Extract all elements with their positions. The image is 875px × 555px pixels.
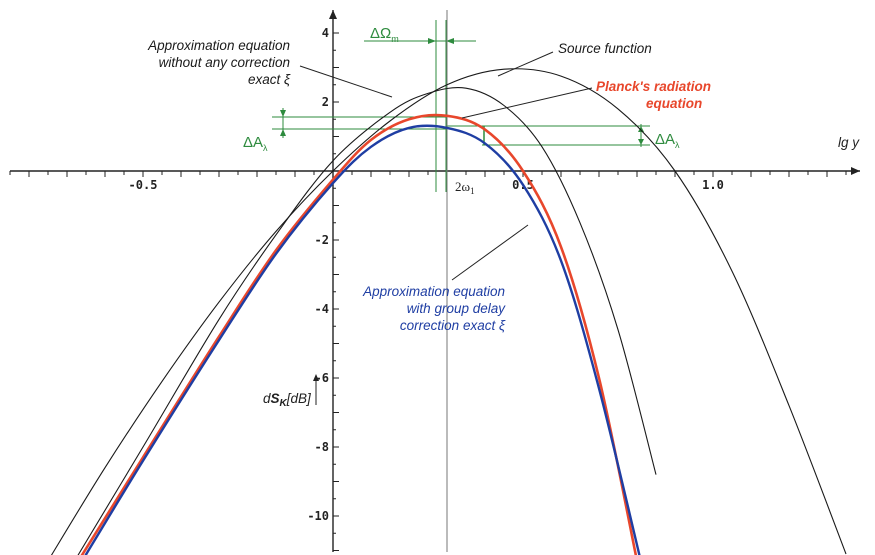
x-tick-label: -0.5 (129, 178, 158, 192)
approx-group-delay-curve (84, 124, 641, 555)
delta-a-left-arrow-top (280, 110, 286, 117)
omega-marker-label: 2ω1 (455, 179, 475, 196)
axis-ticks: -0.5 0.5 1.042-2-4-6-8-10 (9, 26, 847, 551)
delta-a-left-label: ΔAλ (243, 134, 268, 153)
svg-text:ΔAλ: ΔAλ (655, 131, 680, 150)
y-tick-label: -2 (315, 233, 329, 247)
y-tick-label: -4 (315, 302, 329, 316)
x-axis-label: lg y (838, 135, 860, 150)
delta-a-right-label: ΔAλ (655, 131, 680, 150)
svg-text:ΔΩm: ΔΩm (370, 25, 399, 44)
svg-text:ΔAλ: ΔAλ (243, 134, 268, 153)
source-function-curve (50, 68, 847, 555)
delta-a-right-arrow-top (638, 126, 644, 132)
annotation-leaders (299, 51, 593, 281)
axes (10, 10, 860, 552)
delta-a-left-arrow-bottom (280, 129, 286, 136)
delta-omega-label: ΔΩm (370, 25, 399, 44)
leader-planck (461, 87, 593, 119)
y-label-arrow-head (313, 374, 319, 381)
annotation-planck-line1: Planck's radiation (596, 79, 711, 94)
annotation-approx-line1: Approximation equation (147, 38, 290, 53)
annotation-source-function: Source function (558, 41, 652, 56)
y-tick-label: -10 (307, 509, 329, 523)
leader-source (497, 51, 554, 77)
y-axis-label: dSK[dB] (263, 391, 312, 409)
leader-approx (299, 65, 393, 98)
approx-no-correction-curve (77, 87, 657, 555)
annotation-approx-line3: exact ξ (248, 72, 291, 87)
annotation-groupdelay-line1: Approximation equation (362, 284, 505, 299)
y-tick-label: 4 (322, 26, 329, 40)
curves (50, 68, 847, 555)
svg-text:dSK[dB]: dSK[dB] (263, 391, 312, 409)
y-tick-label: -8 (315, 440, 329, 454)
y-axis-arrow (329, 10, 337, 19)
y-tick-label: 2 (322, 95, 329, 109)
y-tick-label: -6 (315, 371, 329, 385)
x-axis-arrow (851, 167, 860, 175)
svg-text:2ω1: 2ω1 (455, 179, 475, 196)
delta-omega-arrow-right (446, 38, 454, 44)
delta-a-right-arrow-bottom (638, 139, 644, 145)
annotation-approx-line2: without any correction (159, 55, 290, 70)
annotation-planck-line2: equation (646, 96, 702, 111)
delta-omega-arrow-left (428, 38, 436, 44)
annotation-groupdelay-line2: with group delay (407, 301, 507, 316)
leader-groupdelay (451, 224, 529, 281)
x-tick-label: 1.0 (702, 178, 724, 192)
annotation-groupdelay-line3: correction exact ξ (400, 318, 506, 333)
planck-curve (80, 113, 638, 555)
